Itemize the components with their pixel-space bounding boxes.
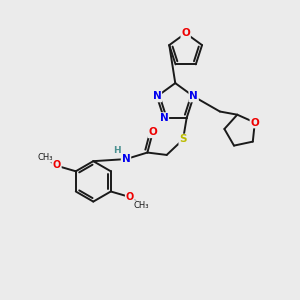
Text: O: O	[126, 192, 134, 203]
Text: CH₃: CH₃	[134, 201, 149, 210]
Text: N: N	[189, 92, 198, 101]
Text: N: N	[160, 113, 168, 123]
Text: N: N	[152, 92, 161, 101]
Text: O: O	[148, 127, 157, 137]
Text: O: O	[181, 28, 190, 38]
Text: O: O	[52, 160, 61, 170]
Text: H: H	[113, 146, 120, 155]
Text: N: N	[122, 154, 130, 164]
Text: CH₃: CH₃	[37, 153, 52, 162]
Text: S: S	[179, 134, 187, 145]
Text: O: O	[250, 118, 259, 128]
